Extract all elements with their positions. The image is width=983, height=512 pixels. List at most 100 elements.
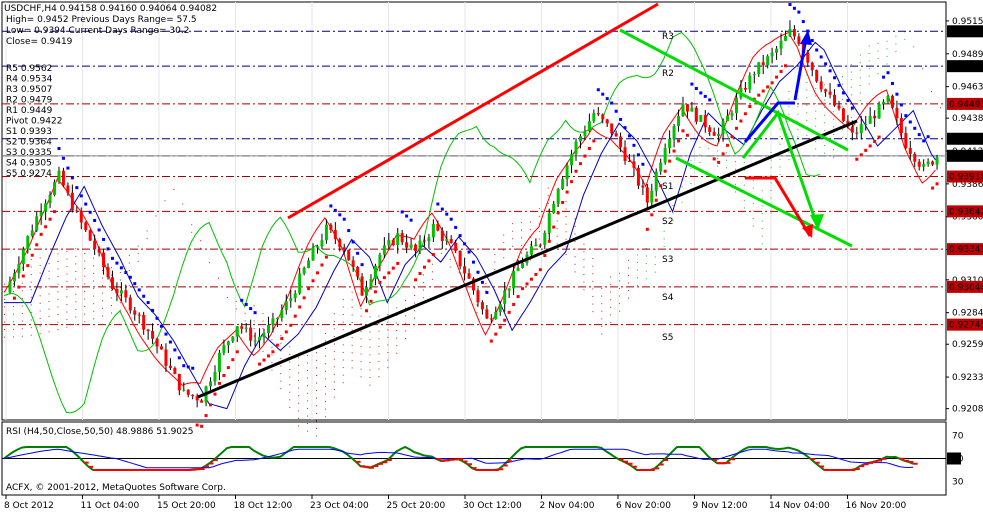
cloud-dot [4,283,5,285]
psar-dot [70,176,74,180]
cloud-dot [57,306,59,308]
rsi-panel: 70503050 [2,432,964,488]
psar-dot [565,190,569,194]
cloud-dot [289,406,291,408]
cloud-dot [307,423,309,425]
candle-body [610,123,614,134]
candle-body [53,181,57,195]
candle-body [730,113,734,116]
cloud-dot [743,161,745,163]
cloud-dot [592,311,594,313]
cloud-dot [4,336,5,338]
zone-label: S3 [662,255,673,265]
psar-dot [249,307,253,311]
cloud-dot [48,285,50,287]
cloud-dot [102,269,104,271]
cloud-dot [298,364,300,366]
candle-body [124,290,128,298]
cloud-dot [378,376,380,378]
psar-dot [855,157,859,161]
cloud-dot [200,247,202,249]
candle-body [659,162,663,172]
cloud-dot [48,278,50,280]
cloud-dot [387,344,389,346]
psar-dot [850,106,854,110]
cloud-dot [619,310,621,312]
candle-body [752,74,756,76]
cloud-dot [752,202,754,204]
cloud-dot [39,325,41,327]
cloud-dot [592,303,594,305]
cloud-dot [895,43,897,45]
candle-body [908,148,912,154]
cloud-dot [342,382,344,384]
cloud-dot [547,233,549,235]
psar-dot [66,166,70,170]
psar-dot [775,75,779,79]
psar-dot [48,217,52,221]
cloud-dot [12,290,14,292]
cloud-dot [752,187,754,189]
candle-body [168,365,172,368]
psar-dot [182,364,186,368]
cloud-dot [396,330,398,332]
candle-body [507,288,511,291]
pivot-legend-item: S1 0.9393 [6,127,52,137]
cloud-dot [824,91,826,93]
psar-dot [39,232,43,236]
cloud-dot [75,308,77,310]
indicator-lines [3,31,936,414]
candle-body [70,192,74,211]
psar-dot [102,237,106,241]
cloud-dot [119,279,121,281]
psar-dot [886,71,890,75]
cloud-dot [369,354,371,356]
psar-dot [168,340,172,344]
candle-body [476,290,480,303]
cloud-dot [39,310,41,312]
rsi-below-line [84,457,918,471]
cloud-dot [815,125,817,127]
candle-body [815,70,819,82]
cloud-dot [84,290,86,292]
cloud-dot [797,121,799,123]
cloud-dot [262,320,264,322]
time-axis: 8 Oct 2012 11 Oct 04:00 15 Oct 20:00 18 Oct… [4,495,906,511]
candle-body [378,254,382,266]
cloud-dot [690,167,692,169]
psar-dot [837,83,841,87]
cloud-dot [538,223,540,225]
cloud-dot [743,199,745,201]
cloud-dot [734,176,736,178]
psar-dot [677,139,681,143]
cloud-dot [66,296,68,298]
cloud-dot [307,385,309,387]
cloud-dot [119,294,121,296]
candle-body [17,264,21,274]
psar-dot [97,228,101,232]
cloud-dot [75,263,77,265]
cloud-dot [271,361,273,363]
x-tick-label: 15 Oct 20:00 [157,501,216,511]
candle-body [877,103,881,119]
psar-dot [298,305,302,309]
candle-body [302,268,306,274]
psar-dot [378,280,382,284]
cloud-dot [788,151,790,153]
cloud-dot [815,140,817,142]
green-arrow-head [810,214,824,230]
cloud-dot [717,157,719,159]
cloud-dot [485,282,487,284]
candle-body [26,236,30,250]
cloud-dot [333,358,335,360]
cloud-dot [360,330,362,332]
cloud-dot [84,268,86,270]
candle-body [195,396,199,401]
cloud-dot [342,351,344,353]
cloud-dot [886,40,888,42]
cloud-dot [387,352,389,354]
psar-dot [200,424,204,428]
symbol-line: USDCHF,H4 0.94158 0.94160 0.94064 0.9408… [4,4,217,14]
bearish-scenario-green-arrow [741,109,820,229]
